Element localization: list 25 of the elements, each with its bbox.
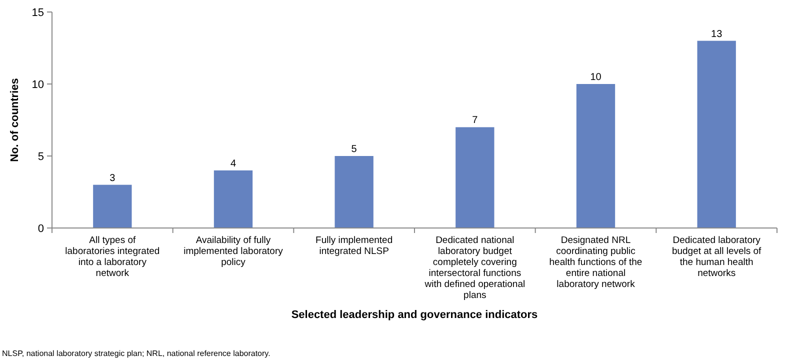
bar	[697, 40, 736, 228]
y-tick-label: 10	[32, 78, 44, 91]
x-tick-label: Designated NRL coordinating public health functions of the entire national laboratory network	[549, 235, 642, 290]
data-label: 3	[110, 172, 116, 184]
data-label: 5	[351, 144, 358, 155]
y-tick-label: 5	[38, 150, 44, 163]
bar	[214, 170, 253, 228]
x-tick-label: Dedicated laboratory budget at all levels of the human health networks	[672, 235, 762, 279]
x-tick-label: All types of laboratories integrated into a laboratory network	[65, 235, 160, 279]
x-axis-title: Selected leadership and governance indicators	[291, 309, 538, 321]
bar	[576, 84, 616, 228]
x-tick-label: Availability of fully implemented laboratory policy	[184, 235, 284, 268]
data-label: 10	[590, 72, 602, 83]
data-label: 4	[230, 158, 236, 170]
data-label: 7	[472, 115, 478, 126]
x-tick-label: Dedicated national laboratory budget completely covering intersectoral functions with defined operational plans	[424, 235, 526, 301]
bar	[93, 184, 132, 228]
bar	[334, 156, 374, 228]
y-tick-label: 15	[32, 6, 44, 19]
bar	[456, 127, 494, 228]
data-label: 13	[711, 28, 723, 40]
x-tick-label: Fully implemented integrated NLSP	[316, 235, 393, 257]
y-axis-title: No. of countries	[9, 78, 21, 162]
text: NLSP, national laboratory strategic plan; NRL, national reference laboratory.	[2, 349, 270, 358]
y-tick-label: 0	[38, 222, 44, 235]
